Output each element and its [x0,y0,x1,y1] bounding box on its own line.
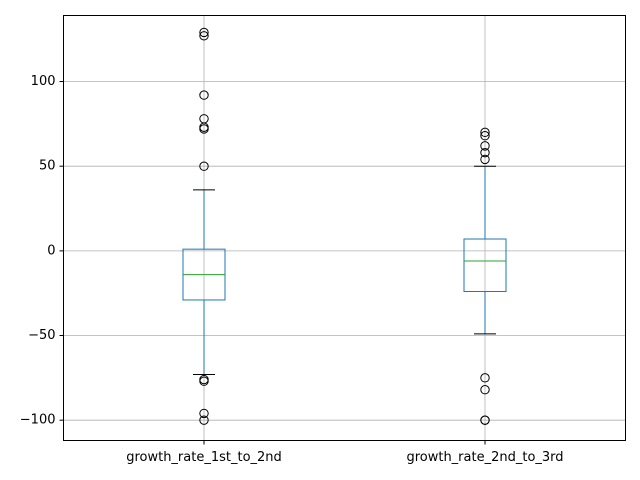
y-tick-label: −100 [20,413,56,428]
outlier-point [199,27,209,38]
outlier-point [199,90,209,100]
outlier-point [480,373,490,383]
outlier-point [199,124,209,134]
box-growth_rate_2nd_to_3rd [463,127,507,425]
outlier-point [199,161,209,171]
outlier-point [199,376,209,386]
outlier-point [480,154,490,165]
outlier-point [480,147,490,158]
x-tick-label: growth_rate_1st_to_2nd [126,450,282,465]
outlier-point [480,415,490,425]
y-tick-label: −50 [28,328,55,343]
y-tick-label: 50 [39,159,56,174]
iqr-box [463,238,507,292]
outlier-point [199,31,209,41]
axis-ticks: −100 −50 0 50 100 growth_rate_1st_to_2nd growt… [20,74,564,465]
grid-lines [63,15,626,441]
outlier-point [480,127,490,138]
axes-frame [63,15,626,441]
y-tick-label: 100 [31,74,56,89]
box-growth_rate_1st_to_2nd [182,27,226,425]
outlier-point [480,131,490,141]
outlier-point [480,385,490,395]
x-tick-label: growth_rate_2nd_to_3rd [406,450,563,465]
outlier-point [199,415,209,425]
plot-area [182,27,507,425]
y-tick-label: 0 [47,243,55,258]
outlier-point [199,408,209,419]
outlier-point [480,141,490,151]
